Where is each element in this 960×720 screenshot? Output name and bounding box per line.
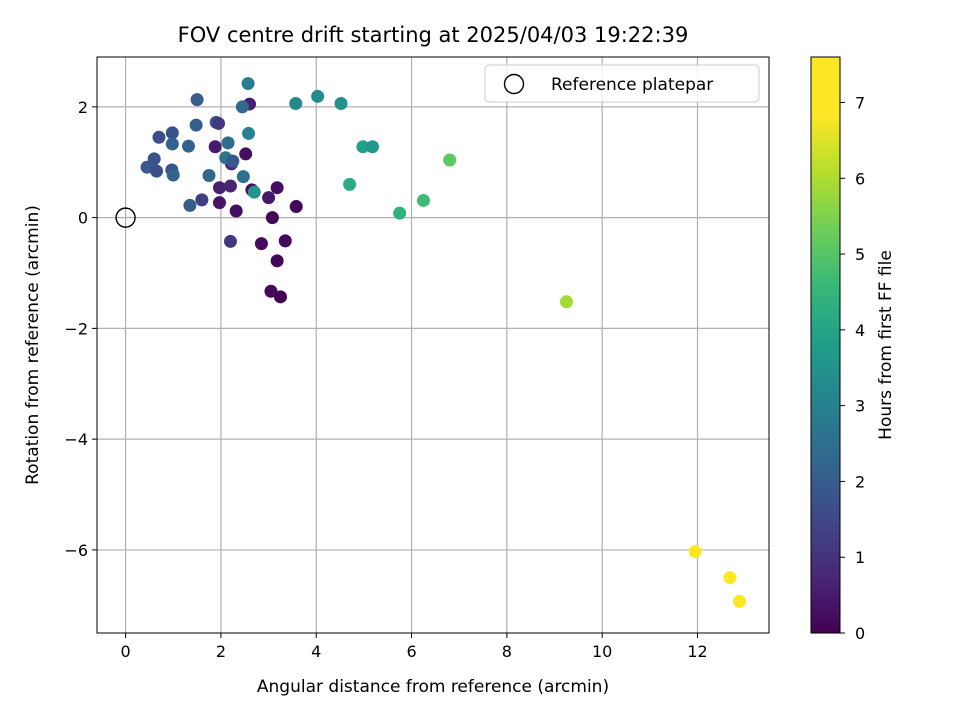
x-tick-label: 2 — [216, 642, 226, 661]
y-tick-label: −6 — [64, 541, 88, 560]
legend-box — [484, 64, 760, 103]
scatter-point — [189, 118, 203, 132]
y-tick-label: −4 — [64, 430, 88, 449]
x-axis: 0 2 4 6 8 10 12 — [121, 633, 708, 661]
colorbar-gradient — [810, 56, 841, 634]
x-axis-label: Angular distance from reference (arcmin) — [257, 677, 609, 697]
x-tick-label: 0 — [121, 642, 131, 661]
scatter-point — [152, 130, 166, 144]
scatter-point — [270, 254, 284, 268]
points-layer — [140, 77, 746, 608]
scatter-point — [416, 193, 430, 207]
y-axis: −6 −4 −2 0 2 — [64, 98, 97, 560]
y-axis-label: Rotation from reference (arcmin) — [23, 205, 43, 485]
scatter-point — [264, 284, 278, 298]
colorbar-tick-label: 1 — [855, 548, 865, 567]
scatter-point — [202, 169, 216, 183]
scatter-point — [356, 140, 370, 154]
scatter-point — [688, 545, 702, 559]
scatter-point — [365, 140, 379, 154]
scatter-point — [166, 168, 180, 182]
x-tick-label: 12 — [687, 642, 707, 661]
scatter-point — [723, 571, 737, 585]
scatter-point — [165, 137, 179, 151]
grid — [97, 57, 769, 633]
scatter-point — [208, 140, 222, 154]
scatter-point — [212, 196, 226, 210]
scatter-point — [242, 126, 256, 140]
x-tick-label: 6 — [406, 642, 416, 661]
reference-platepar-marker — [115, 207, 136, 228]
scatter-point — [265, 211, 279, 225]
colorbar-ticks: 0 1 2 3 4 5 6 7 — [840, 93, 865, 643]
colorbar-label: Hours from first FF file — [876, 250, 896, 440]
scatter-point — [235, 100, 249, 114]
scatter-point — [343, 177, 357, 191]
colorbar-tick-label: 5 — [855, 245, 865, 264]
colorbar-tick-label: 6 — [855, 169, 865, 188]
colorbar-tick-label: 7 — [855, 93, 865, 112]
scatter-point — [559, 295, 573, 309]
scatter-point — [190, 93, 204, 107]
y-tick-label: 0 — [78, 209, 88, 228]
scatter-point — [311, 89, 325, 103]
scatter-point — [254, 237, 268, 251]
colorbar: 0 1 2 3 4 5 6 7 Hours from first FF file — [810, 56, 896, 643]
chart-title: FOV centre drift starting at 2025/04/03 … — [178, 23, 689, 47]
scatter-point — [289, 200, 303, 214]
scatter-point — [229, 204, 243, 218]
y-tick-label: 2 — [78, 98, 88, 117]
scatter-point — [221, 136, 235, 150]
scatter-point — [150, 164, 164, 178]
colorbar-tick-label: 4 — [855, 321, 865, 340]
scatter-point — [732, 594, 746, 608]
scatter-point — [273, 290, 287, 304]
colorbar-tick-label: 2 — [855, 472, 865, 491]
scatter-point — [270, 181, 284, 195]
x-tick-label: 10 — [592, 642, 612, 661]
scatter-point — [236, 170, 250, 184]
legend: Reference platepar — [484, 64, 760, 103]
scatter-point — [241, 77, 255, 91]
scatter-point — [212, 116, 226, 130]
scatter-point — [223, 234, 237, 248]
scatter-point — [195, 193, 209, 207]
x-tick-label: 8 — [502, 642, 512, 661]
scatter-point — [182, 139, 196, 153]
colorbar-tick-label: 3 — [855, 397, 865, 416]
scatter-point — [183, 198, 197, 212]
scatter-point — [212, 181, 226, 195]
scatter-point — [223, 179, 237, 193]
plot-frame — [96, 56, 770, 634]
scatter-point — [393, 206, 407, 220]
legend-marker — [503, 73, 525, 95]
scatter-point — [443, 153, 457, 167]
legend-label: Reference platepar — [551, 75, 713, 95]
x-tick-label: 4 — [311, 642, 321, 661]
scatter-point — [247, 185, 261, 199]
y-tick-label: −2 — [64, 319, 88, 338]
scatter-point — [226, 154, 240, 168]
scatter-point — [147, 152, 161, 166]
scatter-point — [289, 97, 303, 111]
scatter-point — [334, 97, 348, 111]
scatter-point — [165, 126, 179, 140]
scatter-point — [262, 191, 276, 205]
scatter-point — [278, 234, 292, 248]
colorbar-tick-label: 0 — [855, 624, 865, 643]
scatter-point — [239, 147, 253, 161]
